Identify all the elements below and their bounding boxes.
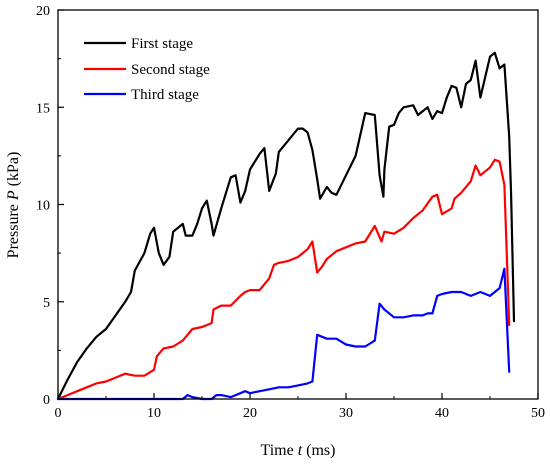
- y-axis-title: Pressure P (kPa): [5, 152, 22, 259]
- series-line-third-stage: [56, 267, 511, 401]
- series-line-first-stage: [56, 51, 516, 401]
- x-tick-label: 40: [435, 406, 449, 421]
- x-tick-label: 50: [531, 406, 545, 421]
- legend-label-second-stage: Second stage: [131, 62, 210, 78]
- ticks-layer: 0 10 20 30 40 50 0 5 10 15 20: [36, 4, 545, 421]
- series-layer: [56, 51, 516, 401]
- x-tick-label: 30: [339, 406, 353, 421]
- x-tick-label: 20: [243, 406, 257, 421]
- y-tick-label: 15: [36, 101, 50, 116]
- legend-label-third-stage: Third stage: [131, 87, 199, 103]
- series-line-second-stage: [56, 158, 511, 401]
- x-axis-title: Time t (ms): [261, 442, 336, 459]
- y-tick-label: 0: [43, 393, 50, 408]
- x-tick-label: 0: [55, 406, 62, 421]
- plot-frame: [57, 9, 539, 400]
- y-tick-label: 20: [36, 4, 50, 19]
- y-tick-label: 10: [36, 199, 50, 214]
- legend-label-first-stage: First stage: [131, 36, 193, 52]
- y-tick-label: 5: [43, 296, 50, 311]
- x-tick-label: 10: [147, 406, 161, 421]
- legend: First stage Second stage Third stage: [84, 36, 210, 103]
